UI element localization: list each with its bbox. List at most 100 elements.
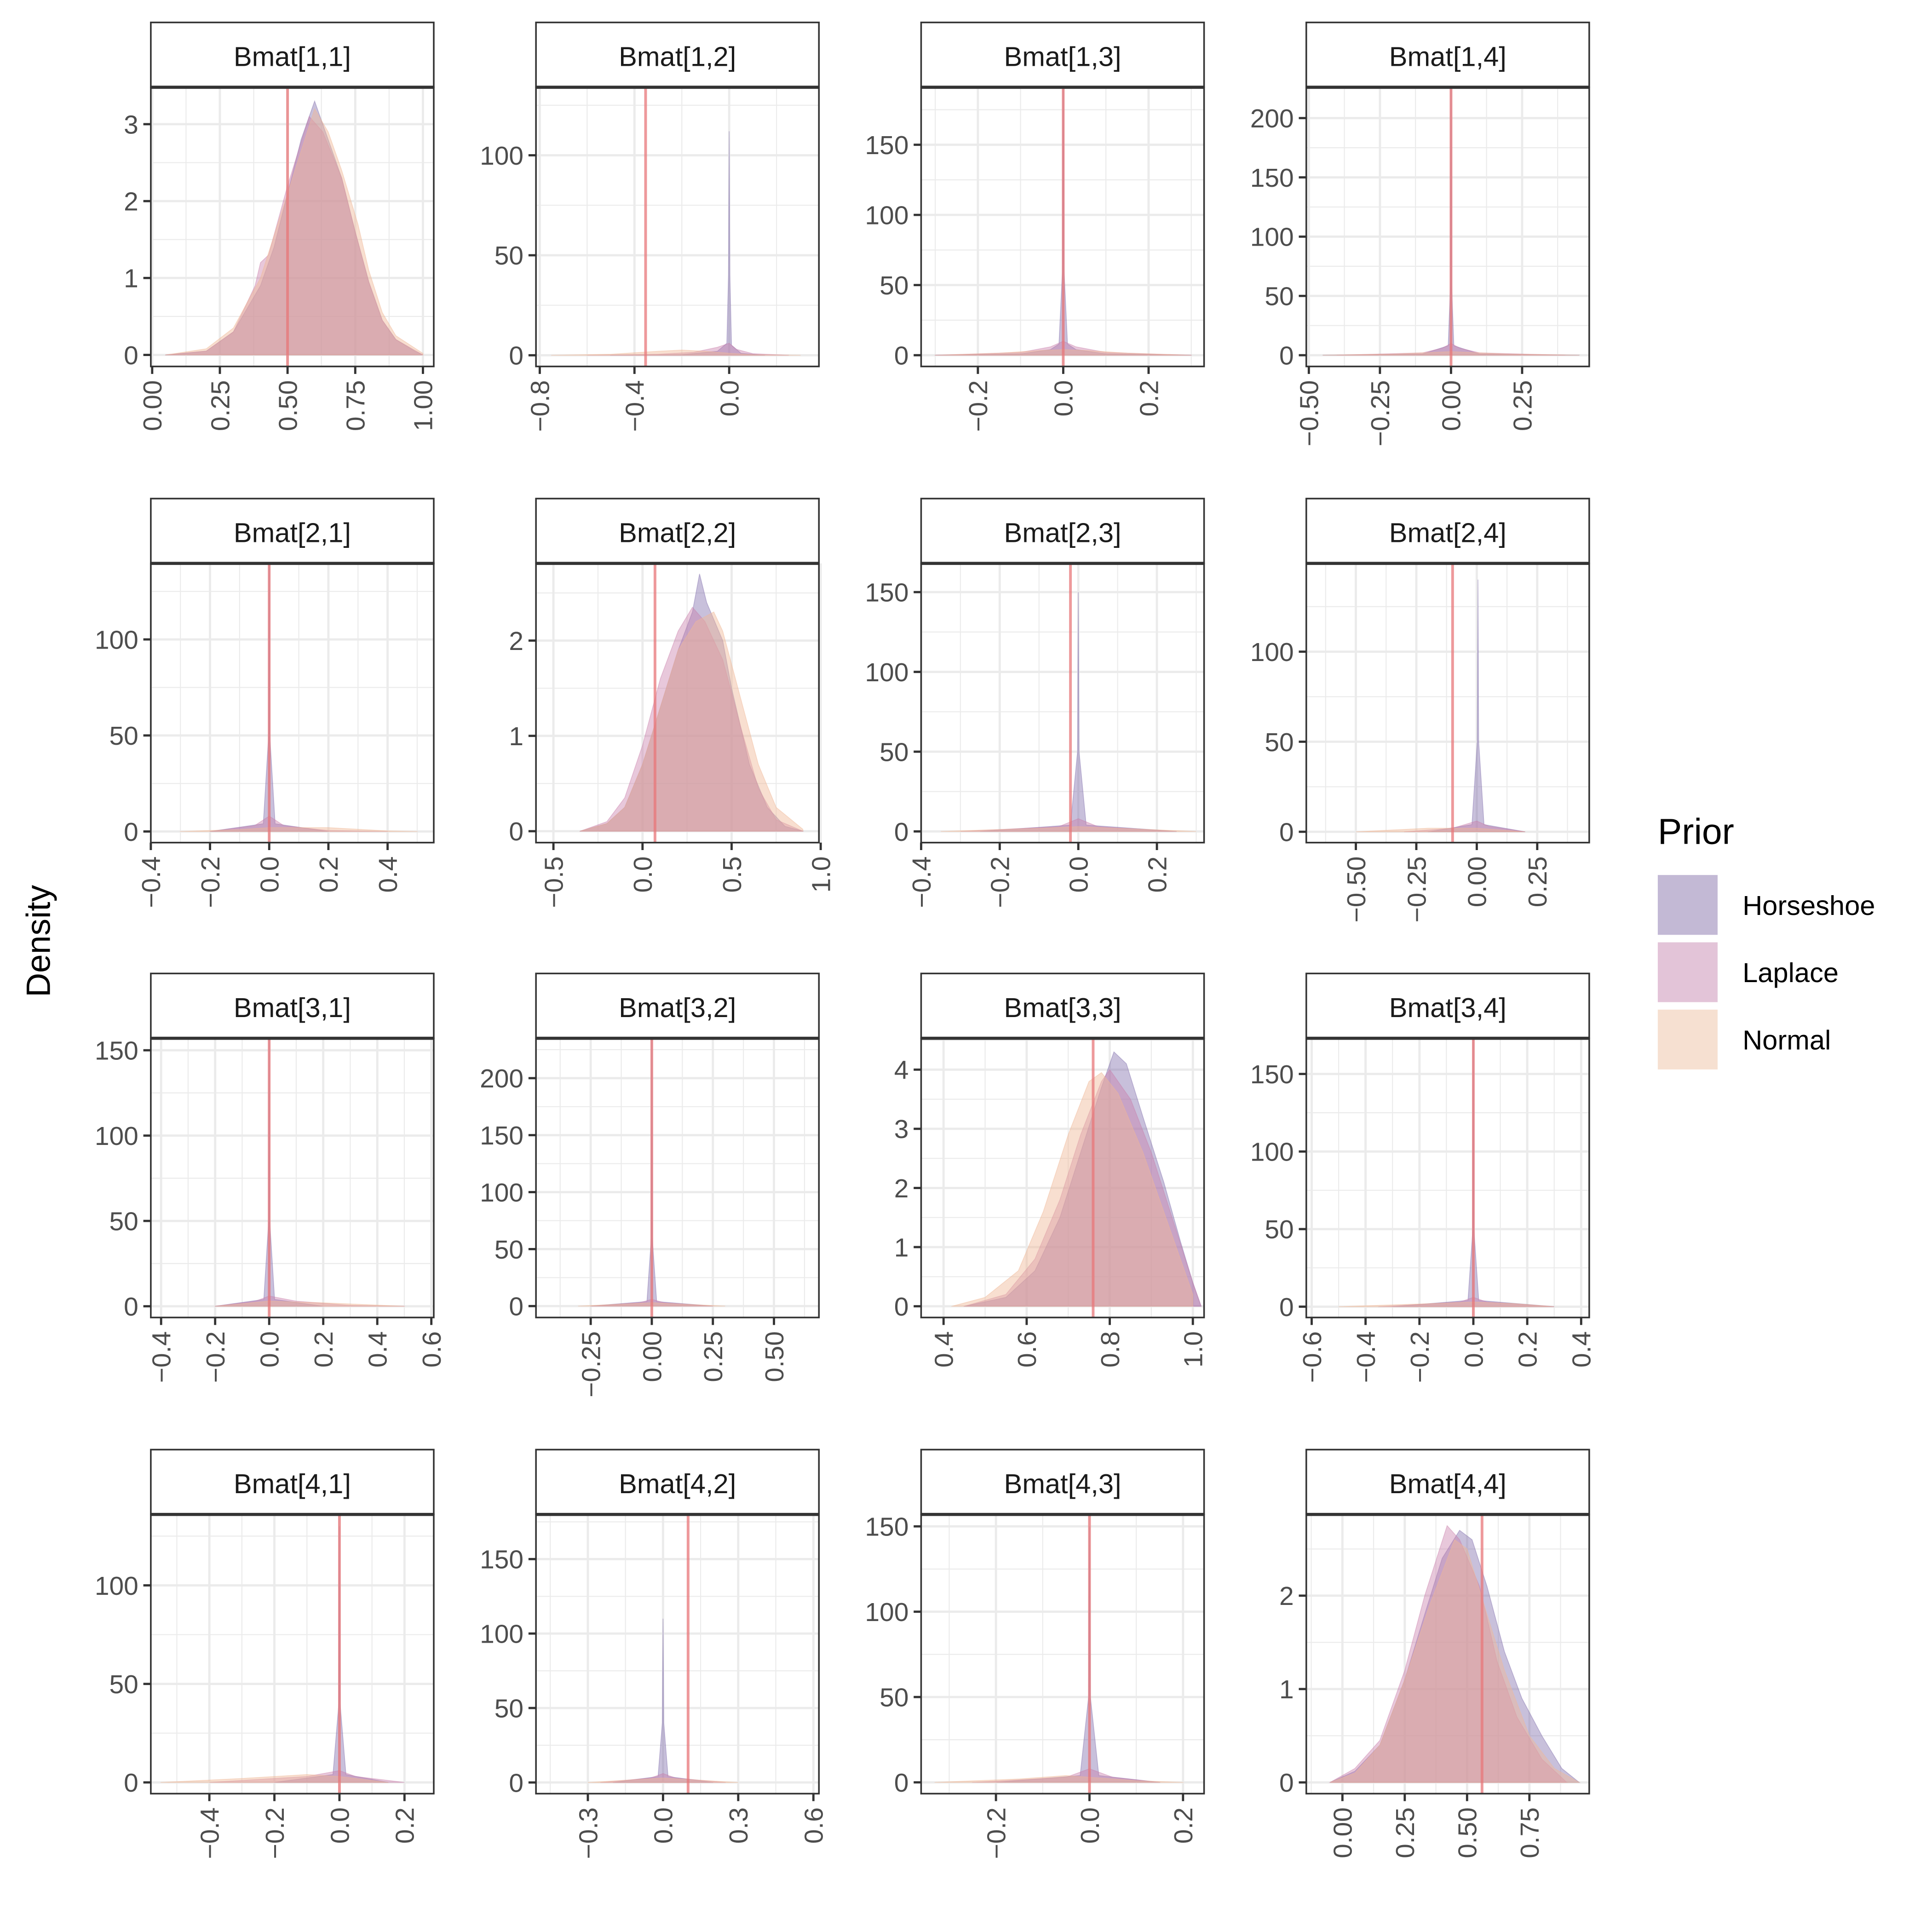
x-tick-label: −0.3	[574, 1807, 603, 1859]
panel-background	[536, 1038, 819, 1318]
density-normal	[1329, 1539, 1581, 1783]
density-laplace	[964, 1069, 1202, 1307]
x-tick-label: 0.00	[638, 1331, 667, 1382]
facet-panel: Bmat[4,3] 0 50 100 150 −0.2 0.0 0.2	[865, 1449, 1205, 1859]
y-tick-label: 150	[480, 1121, 523, 1150]
y-tick-label: 50	[1265, 282, 1294, 311]
x-tick-label: 1.0	[806, 857, 836, 893]
x-tick-label: 0.25	[1508, 380, 1537, 431]
y-tick-label: 50	[109, 1670, 138, 1699]
x-tick-label: −0.2	[1405, 1331, 1435, 1383]
x-tick-label: 1.00	[409, 380, 438, 431]
x-tick-label: −0.8	[526, 380, 555, 431]
strip-label: Bmat[3,2]	[619, 992, 736, 1023]
x-tick-label: −0.2	[964, 380, 993, 431]
y-tick-label: 100	[95, 1571, 138, 1601]
density-layer	[587, 1514, 738, 1794]
y-tick-label: 1	[894, 1233, 909, 1262]
panel-background	[536, 1514, 819, 1794]
y-tick-label: 50	[494, 241, 523, 270]
density-laplace	[600, 1773, 726, 1783]
strip-label: Bmat[2,2]	[619, 518, 736, 548]
x-tick-label: −0.25	[576, 1331, 606, 1397]
density-laplace	[209, 816, 388, 832]
x-tick-label: 0.00	[1463, 857, 1492, 908]
strip-background	[920, 1449, 1205, 1516]
strip-background	[920, 972, 1205, 1039]
density-horseshoe	[613, 1618, 713, 1783]
y-tick-label: 0	[124, 817, 138, 847]
y-tick-label: 100	[95, 1121, 138, 1151]
x-tick-label: −0.4	[907, 857, 937, 908]
facet-panel: Bmat[1,1] 0 1 2 3 0.00 0.25 0.50 0.75 1.00	[124, 22, 438, 431]
x-tick-label: −0.5	[539, 857, 569, 908]
density-laplace	[1379, 1297, 1554, 1307]
legend-key-horseshoe	[1657, 875, 1718, 935]
x-tick-label: 0.25	[699, 1331, 728, 1382]
y-tick-label: 150	[865, 1512, 908, 1542]
strip-background	[1305, 1449, 1590, 1516]
legend-label-horseshoe: Horseshoe	[1742, 890, 1875, 921]
panel-background	[921, 1038, 1204, 1318]
y-tick-label: 1	[124, 264, 138, 293]
x-tick-label: 0.00	[1437, 380, 1466, 431]
x-tick-label: 0.6	[1012, 1331, 1042, 1368]
y-tick-label: 0	[1279, 341, 1294, 370]
y-tick-label: 4	[894, 1056, 909, 1085]
x-tick-label: −0.50	[1295, 380, 1324, 446]
facet-panel: Bmat[2,1] 0 50 100 −0.4 −0.2 0.0 0.2 0.4	[95, 498, 435, 908]
legend: Prior Horseshoe Laplace Normal	[1657, 811, 1875, 1070]
y-tick-label: 100	[1250, 638, 1294, 667]
y-tick-label: 50	[880, 1683, 908, 1713]
strip-background	[535, 972, 820, 1039]
y-tick-label: 150	[1250, 1060, 1294, 1089]
density-layer	[551, 87, 801, 367]
panel-background	[1306, 87, 1589, 367]
y-tick-label: 0	[894, 1768, 909, 1798]
strip-background	[150, 498, 435, 564]
x-tick-label: −0.2	[982, 1807, 1011, 1859]
y-tick-label: 50	[1265, 1215, 1294, 1244]
x-tick-label: −0.4	[137, 857, 166, 908]
panel-background	[1306, 563, 1589, 843]
x-tick-label: 0.6	[799, 1807, 829, 1844]
y-tick-label: 0	[894, 817, 909, 847]
x-tick-label: 0.2	[1169, 1807, 1198, 1844]
density-layer	[1339, 1038, 1554, 1318]
facet-panel: Bmat[2,3] 0 50 100 150 −0.4 −0.2 0.0 0.2	[865, 498, 1205, 908]
x-tick-label: −0.2	[201, 1331, 230, 1383]
density-layer	[179, 563, 418, 843]
density-horseshoe	[165, 100, 424, 356]
strip-label: Bmat[1,4]	[1389, 41, 1506, 72]
x-tick-label: 0.50	[273, 380, 303, 431]
density-layer	[580, 563, 804, 843]
strip-background	[1305, 22, 1590, 88]
legend-label-normal: Normal	[1742, 1025, 1831, 1056]
density-layer	[161, 1514, 405, 1794]
density-normal	[941, 826, 1196, 832]
panel-background	[536, 563, 819, 843]
y-tick-label: 1	[509, 722, 523, 751]
density-horseshoe	[580, 574, 804, 832]
x-tick-label: −0.25	[1366, 380, 1395, 446]
legend-key-laplace	[1657, 942, 1718, 1002]
y-tick-label: 100	[480, 1178, 523, 1208]
density-laplace	[165, 115, 424, 356]
x-tick-label: −0.4	[195, 1807, 224, 1859]
density-layer	[941, 563, 1196, 843]
y-tick-label: 2	[894, 1174, 909, 1203]
strip-label: Bmat[3,4]	[1389, 992, 1506, 1023]
y-tick-label: 200	[480, 1064, 523, 1093]
panel-background	[921, 563, 1204, 843]
y-tick-label: 100	[865, 658, 908, 687]
density-horseshoe	[1428, 580, 1526, 833]
density-layer	[952, 1038, 1202, 1318]
density-layer	[935, 87, 1192, 367]
x-tick-label: 0.0	[255, 857, 285, 893]
x-tick-label: 0.0	[628, 857, 658, 893]
panel-background	[150, 87, 434, 367]
x-tick-label: 0.2	[1513, 1331, 1542, 1368]
x-tick-label: 0.5	[718, 857, 747, 893]
x-tick-label: −0.4	[621, 380, 650, 431]
strip-label: Bmat[2,1]	[234, 518, 351, 548]
